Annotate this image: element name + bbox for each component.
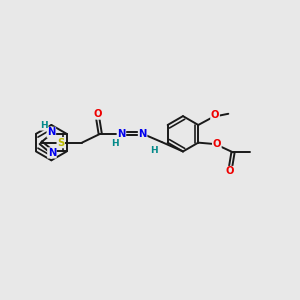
Text: N: N — [138, 129, 147, 139]
Text: H: H — [111, 139, 119, 148]
Text: N: N — [47, 127, 56, 137]
Text: N: N — [117, 129, 126, 139]
Text: O: O — [226, 167, 234, 176]
Text: O: O — [211, 110, 219, 120]
Text: O: O — [213, 139, 221, 149]
Text: H: H — [40, 121, 48, 130]
Text: S: S — [57, 138, 64, 148]
Text: N: N — [48, 148, 56, 158]
Text: H: H — [150, 146, 157, 155]
Text: O: O — [93, 109, 101, 119]
